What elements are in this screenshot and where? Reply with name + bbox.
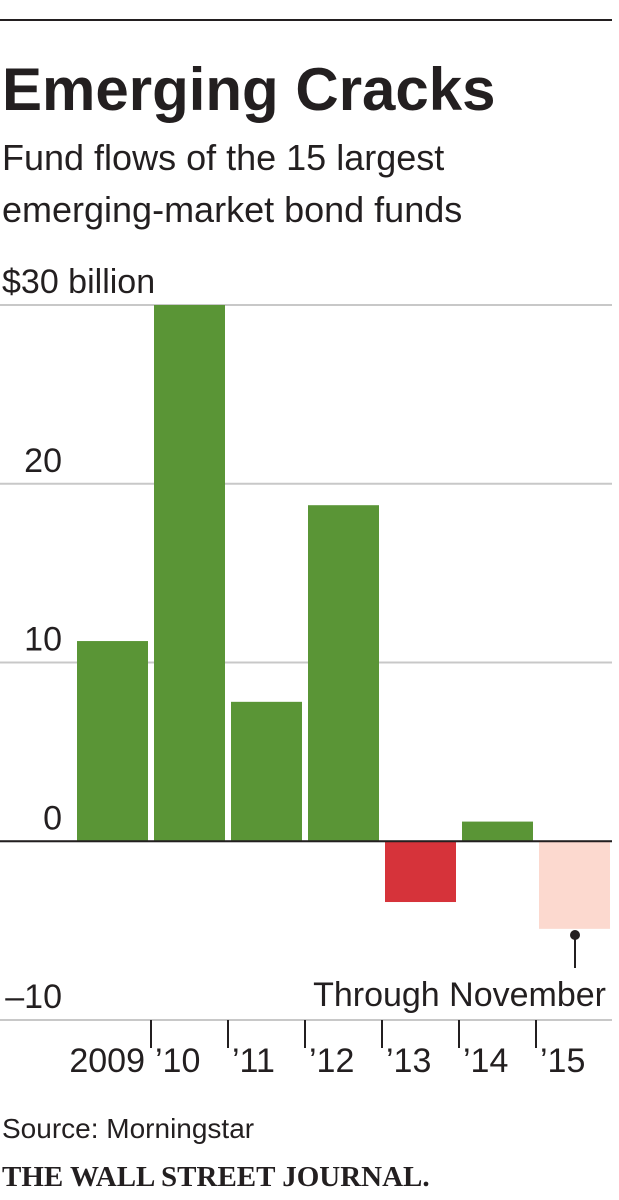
x-tick-label: ’12 <box>309 1042 354 1080</box>
annotation-dot <box>570 930 580 940</box>
y-tick-label: $30 billion <box>2 263 155 301</box>
y-tick-label: –10 <box>5 978 62 1016</box>
bar <box>231 701 302 842</box>
y-tick-label: 0 <box>43 799 62 837</box>
x-tick-label: ’14 <box>463 1042 508 1080</box>
x-tick-label: 2009 <box>69 1042 145 1080</box>
bar <box>539 841 610 929</box>
y-tick-label: 20 <box>24 442 62 480</box>
x-tick-label: ’15 <box>540 1042 585 1080</box>
x-tick-label: ’13 <box>386 1042 431 1080</box>
x-tick-label: ’11 <box>232 1042 275 1080</box>
bar <box>462 821 533 842</box>
annotation: Through November <box>313 976 606 1014</box>
bar <box>154 305 225 842</box>
bar <box>385 841 456 903</box>
chart-subtitle: emerging-market bond funds <box>2 189 462 230</box>
y-tick-label: 10 <box>24 621 62 659</box>
bar <box>77 641 148 842</box>
x-tick-label: ’10 <box>155 1042 200 1080</box>
source: Source: Morningstar <box>2 1113 254 1144</box>
credit: THE WALL STREET JOURNAL. <box>2 1161 430 1193</box>
bar <box>308 505 379 842</box>
chart-title: Emerging Cracks <box>2 56 496 123</box>
chart-subtitle: Fund flows of the 15 largest <box>2 137 444 178</box>
